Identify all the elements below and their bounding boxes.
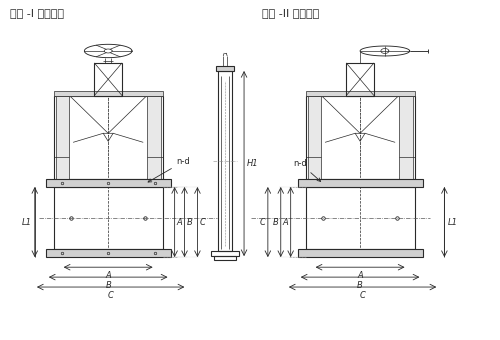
Bar — [216, 66, 234, 71]
Text: A: A — [176, 218, 182, 226]
Text: A: A — [283, 218, 288, 226]
Text: H1: H1 — [247, 159, 258, 168]
Text: A: A — [106, 271, 111, 280]
Text: n-d: n-d — [148, 157, 190, 182]
Text: L1: L1 — [448, 218, 458, 226]
Bar — [306, 96, 414, 179]
Text: C: C — [260, 218, 266, 226]
Text: C: C — [200, 218, 205, 226]
Text: B: B — [186, 218, 192, 226]
Text: L1: L1 — [22, 218, 32, 226]
Text: n-d: n-d — [294, 159, 320, 182]
Bar — [298, 179, 422, 187]
Bar — [218, 71, 232, 251]
Bar — [54, 187, 162, 249]
Bar — [214, 256, 236, 260]
Bar — [46, 249, 170, 257]
Text: C: C — [108, 291, 114, 300]
Text: 单向 -I 外形图：: 单向 -I 外形图： — [10, 8, 64, 18]
Text: C: C — [360, 291, 366, 300]
Text: A: A — [357, 271, 363, 280]
Bar — [46, 179, 170, 187]
Text: 单向 -II 外形图：: 单向 -II 外形图： — [262, 8, 319, 18]
Bar — [212, 251, 239, 256]
Bar — [56, 96, 70, 179]
Bar — [306, 91, 414, 96]
Bar — [94, 63, 122, 96]
Text: B: B — [106, 281, 111, 290]
Bar — [54, 96, 162, 179]
Bar — [399, 96, 412, 179]
Bar — [298, 249, 422, 257]
Bar — [306, 187, 414, 249]
Bar — [346, 63, 374, 96]
Bar — [308, 96, 322, 179]
Text: B: B — [357, 281, 363, 290]
Bar — [147, 96, 160, 179]
Text: B: B — [273, 218, 279, 226]
Bar — [54, 91, 162, 96]
